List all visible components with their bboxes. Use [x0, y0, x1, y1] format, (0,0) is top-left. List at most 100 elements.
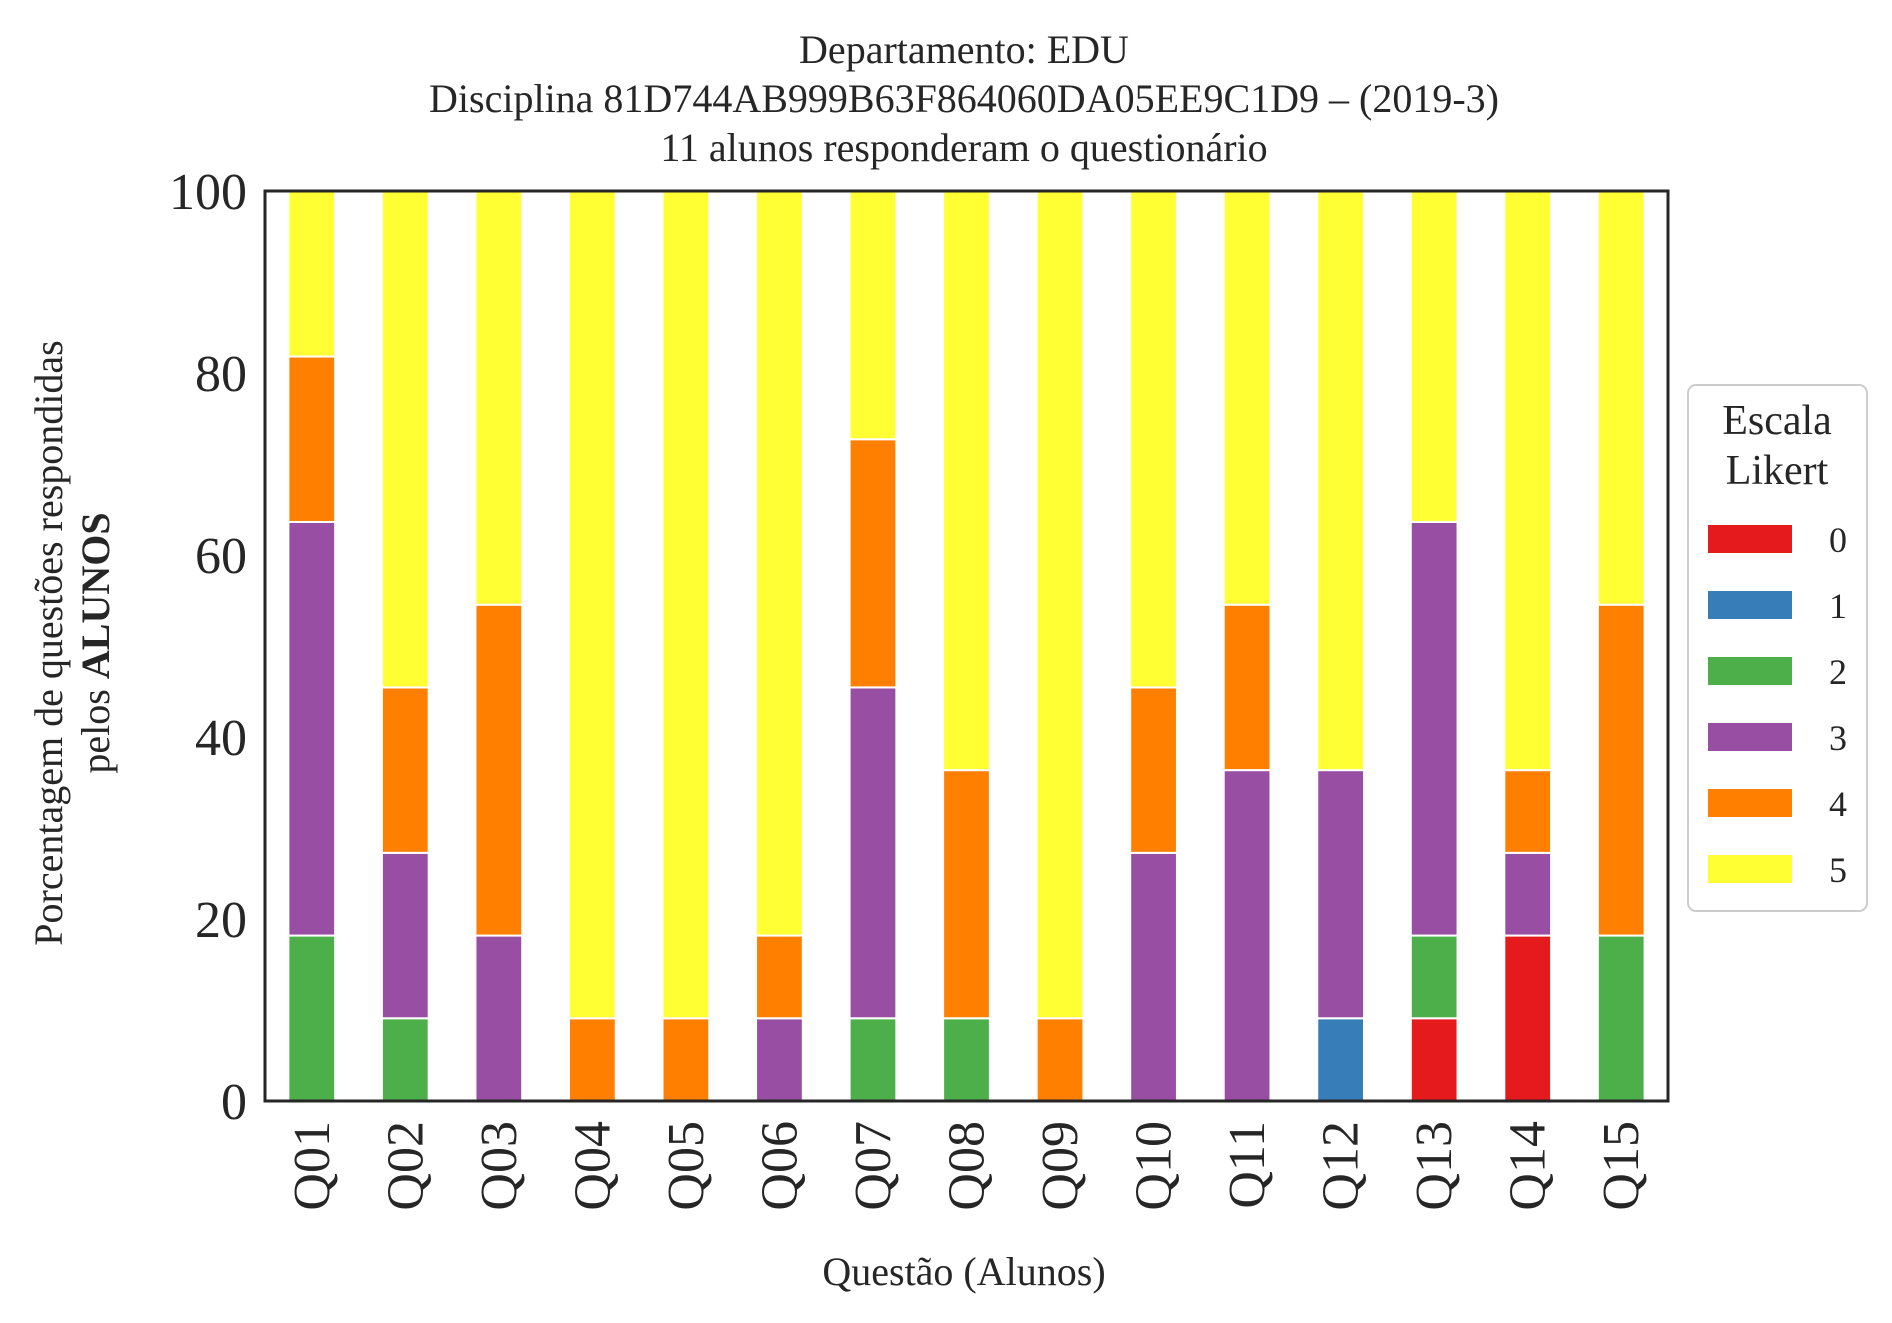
legend-label-3: 3 [1829, 718, 1847, 758]
bar-segment-q12-likert-3 [1316, 769, 1366, 1020]
x-tick-q09: Q09 [1032, 1121, 1089, 1211]
x-tick-q01: Q01 [284, 1121, 341, 1211]
bar-segment-q08-likert-2 [942, 1017, 991, 1103]
bar-segment-q13-likert-0 [1409, 1017, 1459, 1103]
chart-title: Departamento: EDU Disciplina 81D744AB999… [429, 27, 1499, 170]
x-tick-q12: Q12 [1313, 1121, 1370, 1211]
legend-swatch-4 [1708, 789, 1792, 817]
chart-title-line-1: Departamento: EDU [799, 27, 1129, 72]
y-tick-label-60: 60 [195, 528, 247, 585]
y-tick-label-40: 40 [195, 710, 247, 767]
bar-segment-q02-likert-3 [380, 851, 430, 1020]
legend-label-1: 1 [1829, 586, 1847, 626]
y-tick-label-80: 80 [195, 346, 247, 403]
chart-title-line-2: Disciplina 81D744AB999B63F864060DA05EE9C… [429, 76, 1499, 121]
x-tick-label: Q15 [1593, 1121, 1650, 1211]
x-tick-label: Q04 [564, 1121, 621, 1211]
x-tick-label: Q08 [939, 1121, 996, 1211]
bar-segment-q14-likert-0 [1503, 934, 1553, 1103]
bar-segment-q11-likert-3 [1222, 769, 1272, 1103]
plot-area [287, 190, 1646, 1103]
x-tick-q07: Q07 [845, 1121, 902, 1211]
bar-segment-q07-likert-5 [848, 190, 898, 441]
y-axis-label-bold: ALUNOS [73, 512, 118, 679]
bar-segment-q02-likert-5 [380, 190, 430, 689]
legend-frame [1687, 384, 1868, 912]
x-tick-q11: Q11 [1219, 1121, 1276, 1209]
y-tick-label-100: 100 [169, 164, 247, 221]
bar-segment-q05-likert-5 [661, 190, 711, 1020]
bar-segment-q13-likert-2 [1409, 934, 1459, 1020]
x-tick-q04: Q04 [564, 1121, 621, 1211]
legend-title-line-1: Escala [1722, 398, 1832, 444]
y-axis-label: Porcentagem de questões respondidas pelo… [26, 340, 118, 945]
x-tick-q14: Q14 [1500, 1121, 1557, 1211]
bar-segment-q14-likert-4 [1503, 769, 1553, 854]
bar-segment-q02-likert-4 [380, 686, 430, 854]
x-tick-q10: Q10 [1126, 1121, 1183, 1211]
x-tick-label: Q06 [751, 1121, 808, 1211]
legend-swatch-0 [1708, 525, 1792, 553]
bar-segment-q12-likert-1 [1316, 1017, 1366, 1103]
bar-segment-q04-likert-4 [567, 1017, 617, 1103]
legend-swatch-2 [1708, 657, 1792, 685]
bar-segment-q05-likert-4 [661, 1017, 711, 1103]
bar-segment-q07-likert-4 [848, 438, 898, 689]
bar-segment-q06-likert-4 [755, 934, 804, 1020]
x-tick-label: Q05 [658, 1121, 715, 1211]
y-axis-label-line-2: pelos ALUNOS [73, 512, 118, 773]
x-tick-label: Q13 [1406, 1121, 1463, 1211]
bar-segment-q13-likert-3 [1409, 520, 1459, 937]
bar-segment-q13-likert-5 [1409, 190, 1459, 523]
legend-title-line-2: Likert [1726, 448, 1829, 494]
bar-segment-q09-likert-4 [1035, 1017, 1085, 1103]
legend-swatch-1 [1708, 591, 1792, 619]
bar-segment-q04-likert-5 [567, 190, 617, 1020]
bar-segment-q01-likert-5 [287, 190, 337, 358]
x-tick-label: Q01 [284, 1121, 341, 1211]
x-tick-label: Q02 [377, 1121, 434, 1211]
x-axis-label: Questão (Alunos) [822, 1249, 1105, 1294]
bar-segment-q01-likert-2 [287, 934, 337, 1103]
bar-segment-q01-likert-3 [287, 520, 337, 937]
x-tick-label: Q11 [1219, 1121, 1276, 1209]
x-tick-q08: Q08 [939, 1121, 996, 1211]
x-tick-q05: Q05 [658, 1121, 715, 1211]
bar-segment-q10-likert-3 [1129, 851, 1178, 1103]
x-tick-q06: Q06 [751, 1121, 808, 1211]
x-tick-label: Q09 [1032, 1121, 1089, 1211]
chart-title-line-3: 11 alunos responderam o questionário [660, 125, 1267, 170]
y-tick-label-0: 0 [221, 1074, 247, 1131]
plot-frame [263, 189, 1670, 1103]
bar-segment-q03-likert-4 [474, 603, 524, 937]
bar-segment-q11-likert-5 [1222, 190, 1272, 606]
bar-segment-q08-likert-4 [942, 769, 991, 1020]
y-axis-label-line-1: Porcentagem de questões respondidas [26, 340, 71, 945]
x-tick-label: Q14 [1500, 1121, 1557, 1211]
bar-segment-q03-likert-3 [474, 934, 524, 1103]
x-tick-label: Q03 [471, 1121, 528, 1211]
bar-segment-q07-likert-3 [848, 686, 898, 1020]
legend-items: 0 1 2 3 4 5 [1708, 520, 1847, 890]
legend-swatch-3 [1708, 723, 1792, 751]
legend-label-2: 2 [1829, 652, 1847, 692]
y-axis-label-prefix: pelos [73, 679, 118, 773]
bar-segment-q03-likert-5 [474, 190, 524, 606]
bar-segment-q15-likert-4 [1596, 603, 1646, 937]
bar-segment-q10-likert-5 [1129, 190, 1178, 689]
legend-label-0: 0 [1829, 520, 1847, 560]
bar-segment-q12-likert-5 [1316, 190, 1366, 772]
bar-segment-q11-likert-4 [1222, 603, 1272, 772]
bar-segment-q14-likert-5 [1503, 190, 1553, 772]
bar-segment-q09-likert-5 [1035, 190, 1085, 1020]
bar-segment-q07-likert-2 [848, 1017, 898, 1103]
x-tick-q03: Q03 [471, 1121, 528, 1211]
legend-swatch-5 [1708, 855, 1792, 883]
x-axis-ticks: Q01 Q02 Q03 Q04 Q05 Q06 Q07 Q08 Q09 Q10 Q11 Q12 Q13 Q… [284, 1121, 1650, 1211]
x-tick-q02: Q02 [377, 1121, 434, 1211]
bar-segment-q15-likert-2 [1596, 934, 1646, 1103]
x-tick-label: Q07 [845, 1121, 902, 1211]
bar-segment-q10-likert-4 [1129, 686, 1178, 854]
x-tick-q13: Q13 [1406, 1121, 1463, 1211]
